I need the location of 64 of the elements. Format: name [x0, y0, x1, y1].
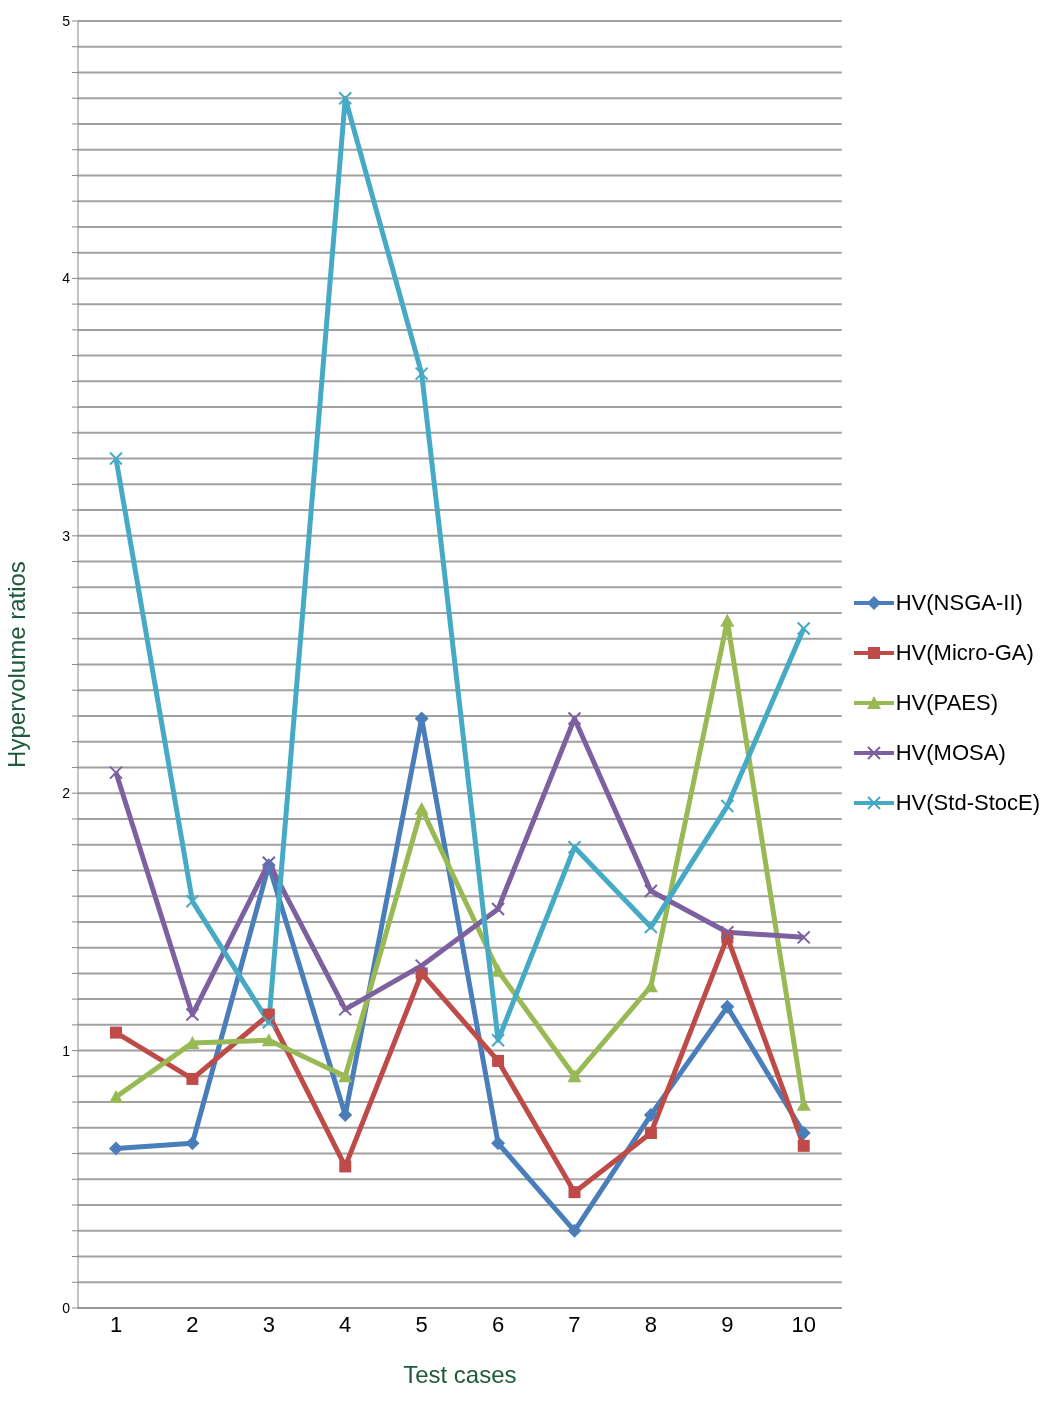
point	[491, 1136, 506, 1151]
point	[567, 1069, 582, 1083]
x-tick-label: 8	[644, 1311, 658, 1337]
point	[567, 840, 582, 855]
legend-label: HV(Micro-GA)	[895, 640, 1034, 666]
y-tick-label: 5	[62, 12, 71, 29]
x-tick-label: 7	[568, 1311, 581, 1337]
point	[414, 801, 429, 815]
legend-label: HV(NSGA-II)	[895, 590, 1023, 616]
legend-label: HV(MOSA)	[895, 740, 1006, 766]
x-tick-label: 3	[262, 1311, 275, 1337]
x-tick-label: 4	[339, 1311, 352, 1337]
point	[796, 930, 811, 945]
point	[643, 920, 658, 935]
point	[185, 894, 200, 909]
point	[185, 1136, 200, 1151]
point	[339, 1160, 352, 1173]
point	[567, 711, 582, 726]
point	[109, 765, 123, 780]
point	[338, 91, 353, 106]
y-axis-title: Hypervolume ratios	[2, 561, 30, 768]
point	[643, 884, 658, 899]
point	[643, 979, 658, 993]
y-tick-label: 3	[62, 527, 71, 544]
point	[110, 1026, 122, 1039]
point	[185, 1007, 200, 1022]
x-tick-label: 9	[721, 1311, 734, 1337]
x-tick-label: 5	[415, 1311, 428, 1337]
y-tick-label: 0	[62, 1299, 71, 1316]
point	[109, 1089, 123, 1103]
point	[338, 1069, 353, 1083]
x-tick-label: 10	[791, 1311, 816, 1337]
point	[186, 1072, 199, 1085]
point	[491, 963, 506, 977]
point	[491, 1033, 506, 1048]
point	[414, 958, 429, 973]
point	[796, 1125, 811, 1140]
point	[720, 925, 735, 940]
point	[643, 1107, 658, 1122]
point	[720, 613, 735, 627]
legend-label: HV(Std-StocE)	[895, 790, 1040, 816]
point	[491, 902, 506, 917]
point	[797, 1139, 810, 1152]
point	[492, 1054, 505, 1067]
point	[720, 999, 735, 1014]
x-axis-title: Test cases	[403, 1361, 517, 1388]
y-tick-label: 4	[62, 270, 71, 287]
x-tick-label: 1	[109, 1311, 123, 1337]
legend-label: HV(PAES)	[895, 690, 999, 716]
point	[261, 1033, 276, 1047]
y-tick-label: 2	[62, 785, 71, 802]
point	[796, 621, 811, 636]
point	[414, 366, 429, 381]
y-tick-label: 1	[62, 1042, 71, 1059]
point	[567, 1223, 582, 1238]
point	[568, 1186, 581, 1199]
point	[261, 1015, 276, 1030]
point	[720, 799, 735, 814]
x-tick-label: 6	[491, 1311, 505, 1337]
point	[338, 1002, 353, 1017]
point	[109, 1141, 123, 1156]
point	[644, 1126, 657, 1139]
x-tick-label: 2	[186, 1311, 199, 1337]
point	[109, 451, 123, 466]
